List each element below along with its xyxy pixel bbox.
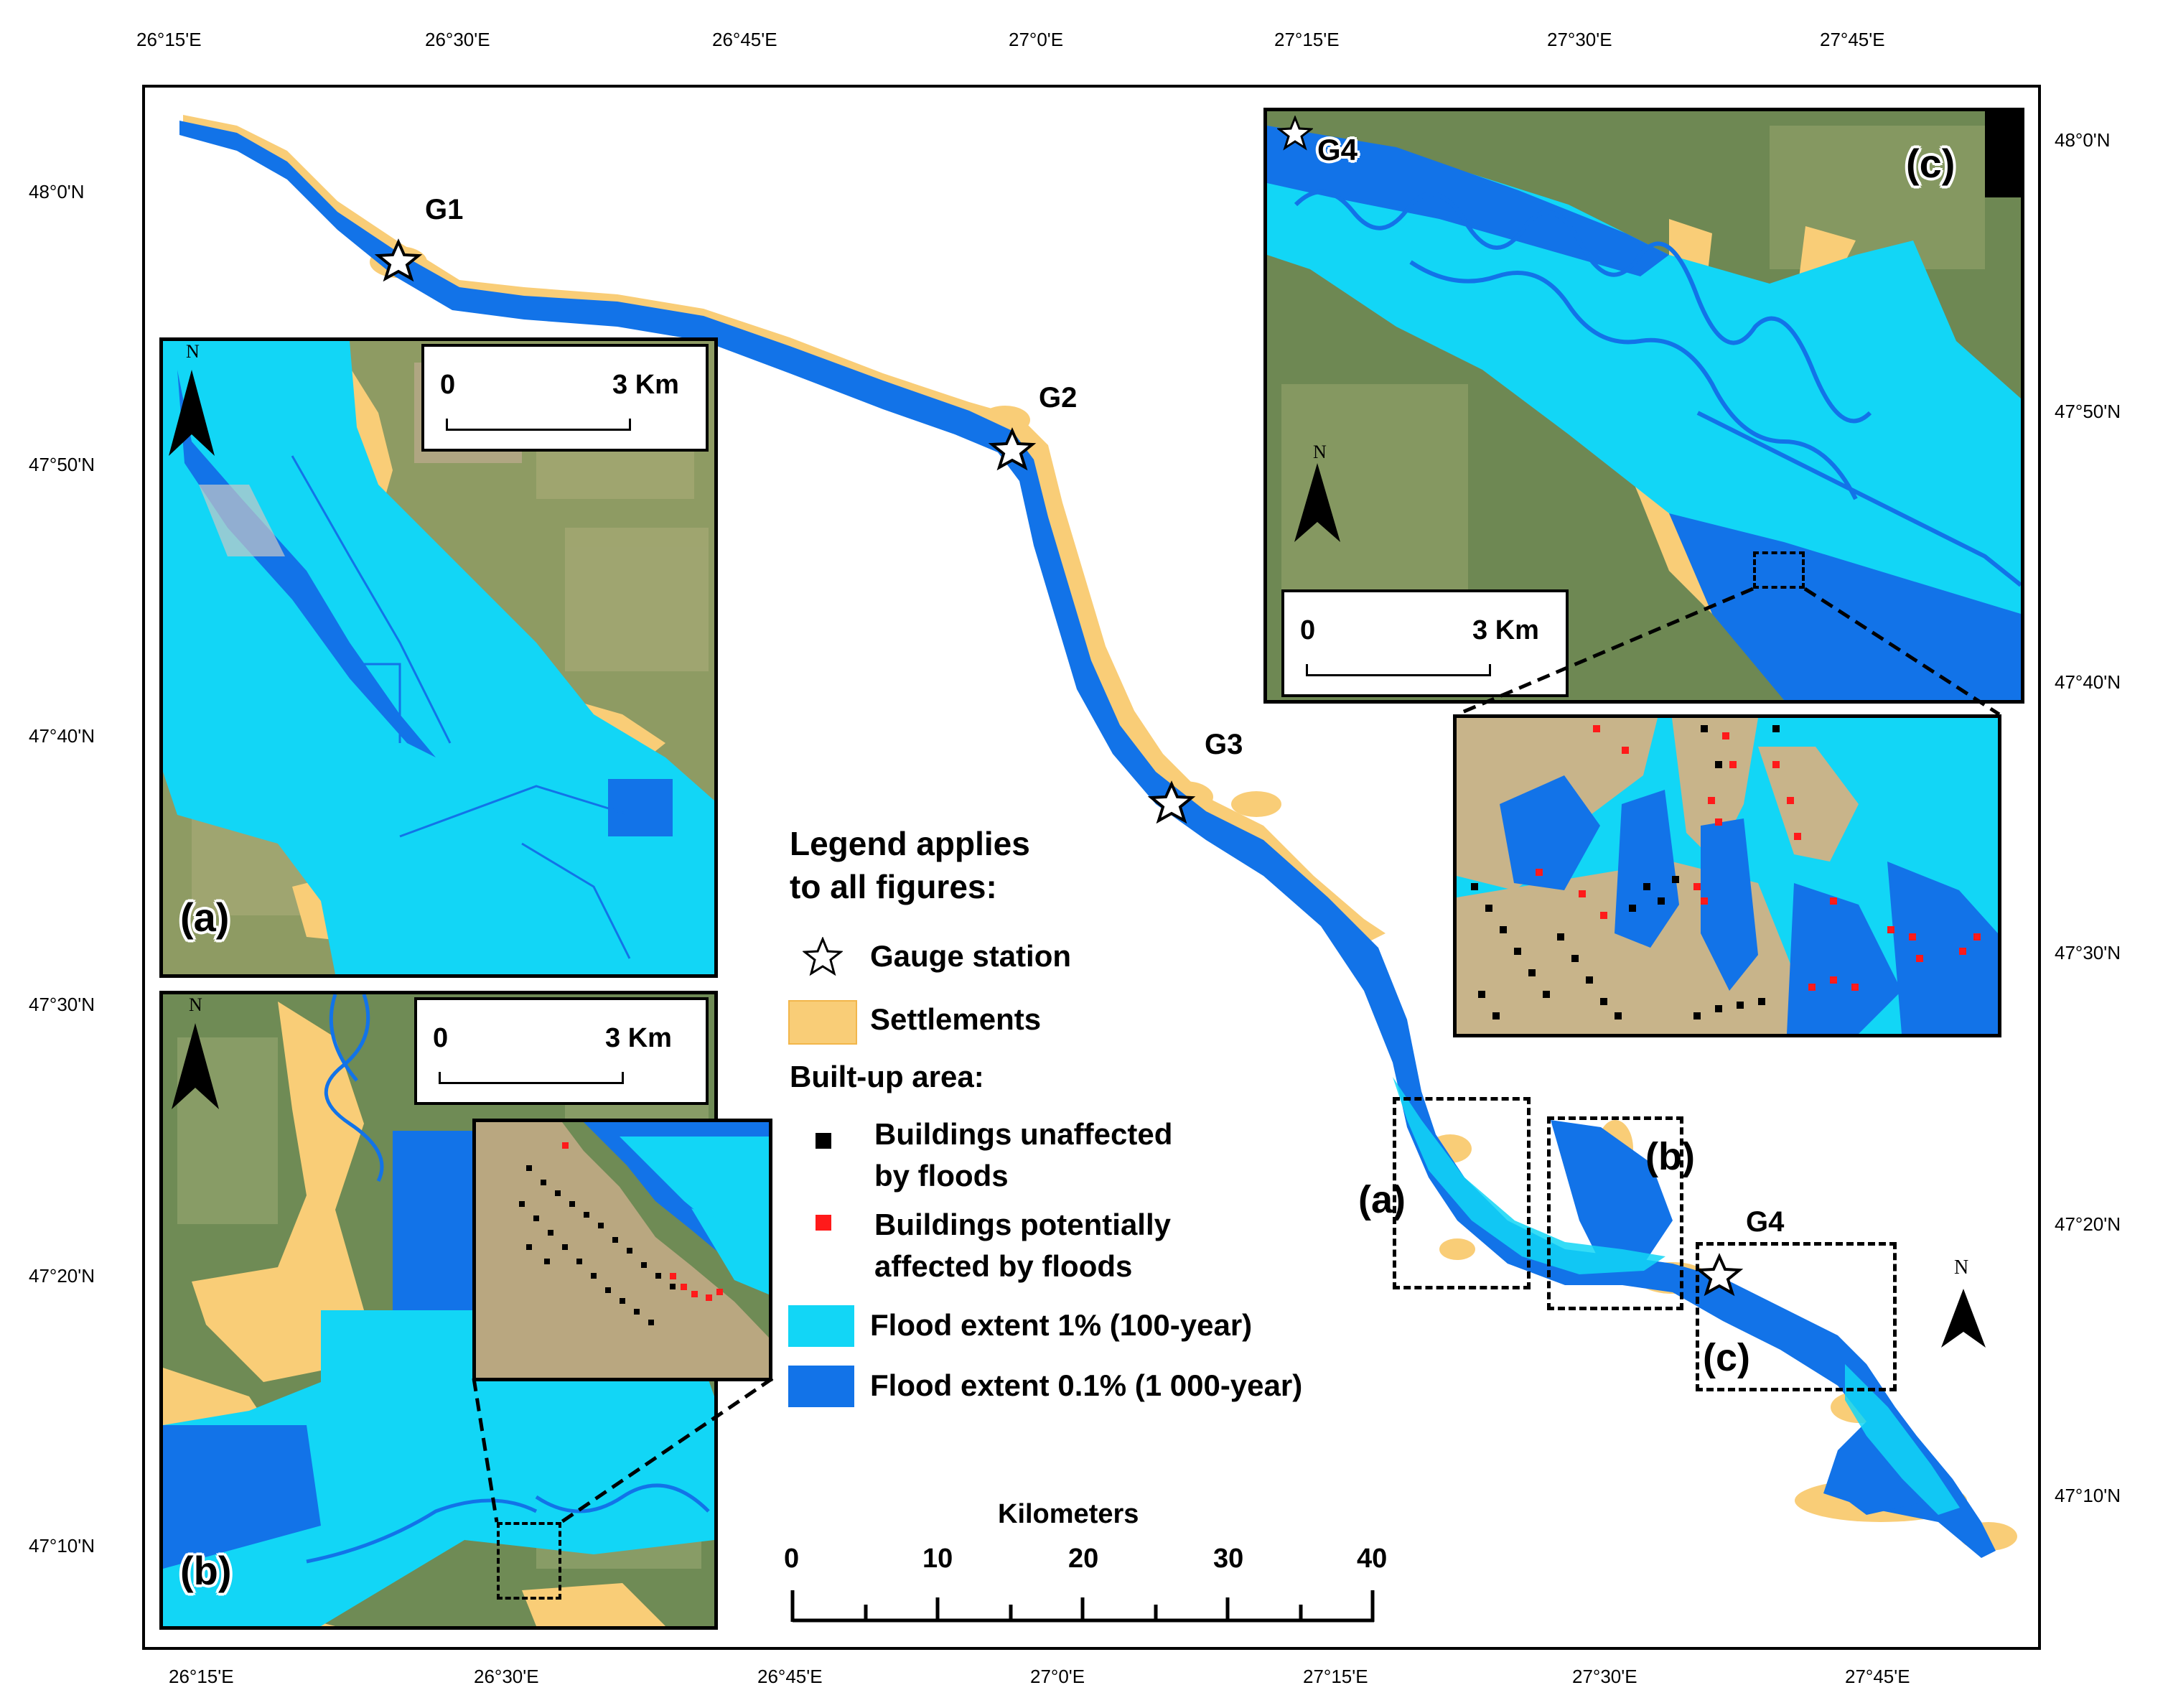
inset-c-detail-map: [1457, 718, 1998, 1034]
north-arrow-icon: [1941, 1289, 1986, 1348]
inset-b-detail: [472, 1119, 772, 1381]
gauge-label-g3: G3: [1205, 729, 1243, 760]
scale-end: 3 Km: [1472, 615, 1539, 645]
coord-bottom: 27°45'E: [1845, 1666, 1910, 1687]
inset-c-zoom-box: [1753, 551, 1805, 589]
coord-bottom: 27°30'E: [1572, 1666, 1637, 1687]
extent-box-b: [1547, 1116, 1683, 1310]
legend-title-line2: to all figures:: [790, 868, 997, 905]
km-tick-10: 10: [922, 1544, 953, 1574]
km-tick-0: 0: [784, 1544, 800, 1574]
coord-left: 48°0'N: [29, 181, 85, 202]
coord-left: 47°50'N: [29, 454, 95, 475]
coord-bottom: 26°45'E: [757, 1666, 823, 1687]
coord-top: 26°45'E: [712, 29, 777, 50]
extent-label-a: (a): [1358, 1178, 1406, 1221]
legend-settlement-swatch: [788, 1000, 857, 1045]
legend-unaffected-line2: by floods: [874, 1159, 1009, 1193]
inset-c-tag: (c): [1906, 141, 1956, 186]
legend-settlement-label: Settlements: [870, 1002, 1042, 1036]
km-scalebar-line: [790, 1590, 1375, 1623]
scale-start: 0: [440, 370, 456, 400]
gauge-label-g2: G2: [1039, 382, 1078, 414]
coord-right: 48°0'N: [2055, 129, 2111, 151]
legend-builtup-label: Built-up area:: [790, 1060, 984, 1093]
coord-top: 27°45'E: [1820, 29, 1885, 50]
extent-label-b: (b): [1645, 1135, 1695, 1178]
legend-gauge-star-icon: [803, 937, 843, 976]
legend-flood1-swatch: [788, 1305, 854, 1347]
coord-bottom: 26°15'E: [169, 1666, 234, 1687]
km-tick-40: 40: [1357, 1544, 1388, 1574]
inset-c-gauge-star-icon: [1277, 116, 1313, 151]
km-scalebar-title: Kilometers: [998, 1499, 1139, 1529]
extent-box-c: [1696, 1242, 1897, 1391]
coord-right: 47°10'N: [2055, 1485, 2121, 1506]
gauge-star-icon: [374, 238, 423, 282]
inset-c-detail: [1453, 714, 2001, 1037]
km-tick-30: 30: [1213, 1544, 1244, 1574]
coord-top: 27°30'E: [1547, 29, 1612, 50]
legend-flood01-label: Flood extent 0.1% (1 000-year): [870, 1368, 1303, 1402]
coord-right: 47°50'N: [2055, 401, 2121, 422]
inset-b-tag: (b): [180, 1548, 232, 1593]
coord-top: 27°0'E: [1009, 29, 1064, 50]
coord-left: 47°20'N: [29, 1265, 95, 1287]
coord-right: 47°20'N: [2055, 1213, 2121, 1235]
legend-unaffected-swatch: [816, 1133, 831, 1149]
gauge-star-icon: [1695, 1253, 1744, 1297]
coord-bottom: 27°0'E: [1030, 1666, 1085, 1687]
scale-end: 3 Km: [612, 370, 679, 400]
gauge-star-icon: [1147, 780, 1196, 824]
gauge-label-g1: G1: [425, 194, 464, 225]
inset-c-north-arrow-icon: [1294, 463, 1340, 542]
inset-c-gauge-label: G4: [1317, 133, 1358, 167]
inset-b-scalebar: 0 3 Km: [414, 997, 709, 1105]
inset-c: 0 3 Km N G4 (c): [1263, 108, 2024, 704]
scale-start: 0: [433, 1023, 449, 1053]
coord-bottom: 27°15'E: [1303, 1666, 1368, 1687]
inset-a-scalebar: 0 3 Km: [421, 344, 709, 452]
legend-gauge-label: Gauge station: [870, 939, 1072, 973]
coord-top: 27°15'E: [1274, 29, 1340, 50]
legend-flood1-label: Flood extent 1% (100-year): [870, 1308, 1253, 1342]
inset-c-north-label: N: [1313, 442, 1327, 462]
inset-b-north-label: N: [189, 994, 202, 1015]
km-tick-20: 20: [1068, 1544, 1099, 1574]
legend-flood01-swatch: [788, 1366, 854, 1407]
coord-left: 47°30'N: [29, 994, 95, 1015]
coord-bottom: 26°30'E: [474, 1666, 539, 1687]
inset-a-north-label: N: [186, 341, 200, 362]
coord-right: 47°30'N: [2055, 942, 2121, 963]
coord-right: 47°40'N: [2055, 671, 2121, 693]
coord-left: 47°40'N: [29, 725, 95, 747]
legend-affected-swatch: [816, 1215, 831, 1231]
extent-label-c: (c): [1703, 1336, 1750, 1379]
coord-top: 26°15'E: [136, 29, 202, 50]
inset-a: 0 3 Km N (a): [159, 337, 718, 978]
extent-box-a: [1393, 1097, 1531, 1289]
inset-b-zoom-box: [497, 1522, 561, 1600]
coord-top: 26°30'E: [425, 29, 490, 50]
legend-unaffected-line1: Buildings unaffected: [874, 1117, 1173, 1151]
gauge-star-icon: [988, 427, 1037, 471]
inset-b-detail-map: [476, 1122, 769, 1378]
coord-left: 47°10'N: [29, 1535, 95, 1557]
scale-start: 0: [1300, 615, 1316, 645]
inset-b-north-arrow-icon: [172, 1023, 219, 1109]
legend-affected-line1: Buildings potentially: [874, 1208, 1172, 1241]
scale-end: 3 Km: [605, 1023, 672, 1053]
legend-title-line1: Legend applies: [790, 825, 1030, 862]
inset-a-north-arrow-icon: [169, 370, 215, 456]
legend-affected-line2: affected by floods: [874, 1249, 1133, 1283]
inset-c-scalebar: 0 3 Km: [1281, 589, 1569, 697]
inset-a-tag: (a): [180, 895, 230, 940]
main-north-label: N: [1954, 1256, 1969, 1279]
gauge-label-g4: G4: [1746, 1206, 1785, 1238]
